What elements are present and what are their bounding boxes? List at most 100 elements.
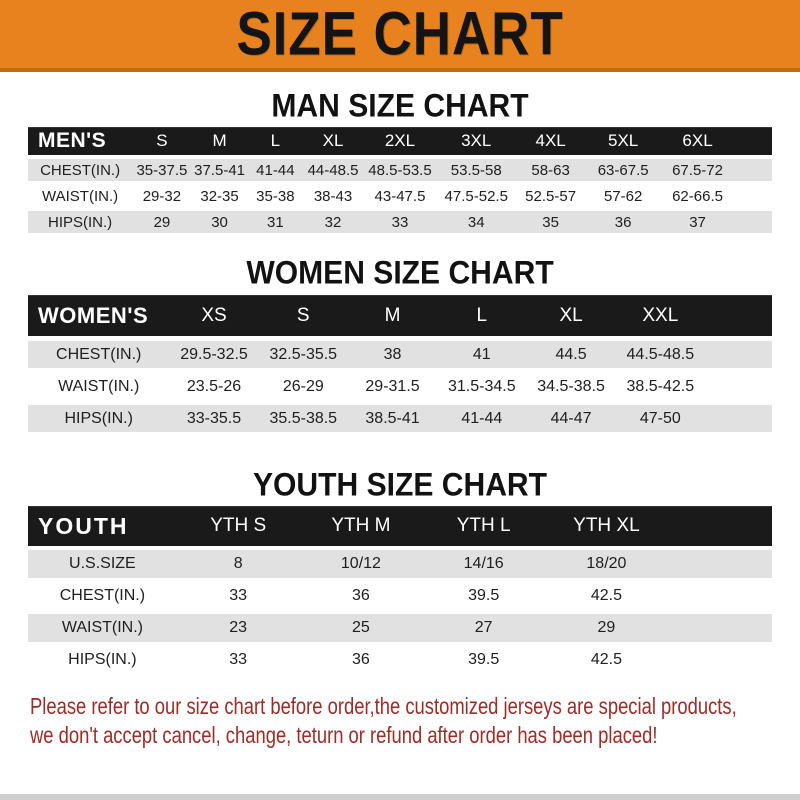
women-group-label: WOMEN'S: [28, 295, 170, 336]
women-section: WOMEN SIZE CHART WOMEN'S XS S M L XL XXL CHEST(…: [0, 254, 800, 437]
youth-value-cell: 14/16: [422, 550, 546, 578]
women-size-header: M: [347, 295, 438, 336]
men-row-spacer: [734, 211, 772, 233]
men-size-header: S: [132, 127, 192, 155]
men-row-label: CHEST(IN.): [28, 159, 133, 181]
banner-title: SIZE CHART: [236, 0, 564, 69]
women-row-label: HIPS(IN.): [28, 405, 170, 432]
youth-header-row: YOUTH YTH S YTH M YTH L YTH XL: [28, 506, 772, 546]
men-value-cell: 53.5-58: [437, 159, 516, 181]
youth-group-label: YOUTH: [28, 506, 177, 546]
youth-value-cell: 42.5: [545, 646, 668, 674]
women-size-header: XL: [526, 295, 616, 336]
youth-value-cell: 10/12: [299, 550, 423, 578]
women-value-cell: 44.5-48.5: [615, 341, 705, 368]
youth-row-3: HIPS(IN.) 33 36 39.5 42.5: [28, 646, 772, 674]
men-size-header: 2XL: [362, 127, 438, 155]
youth-row-label: U.S.SIZE: [28, 550, 177, 578]
men-value-cell: 29: [132, 211, 192, 233]
women-value-cell: 23.5-26: [169, 373, 259, 400]
youth-value-cell: 39.5: [422, 646, 546, 674]
men-value-cell: 30: [191, 211, 248, 233]
men-section-title: MAN SIZE CHART: [271, 87, 529, 124]
men-value-cell: 35: [515, 211, 586, 233]
men-value-cell: 63-67.5: [585, 159, 661, 181]
youth-row-label: HIPS(IN.): [28, 646, 177, 674]
youth-value-cell: 18/20: [545, 550, 668, 578]
men-group-label: MEN'S: [28, 127, 133, 155]
women-value-cell: 44.5: [526, 341, 616, 368]
men-header-row: MEN'S S M L XL 2XL 3XL 4XL 5XL 6XL: [28, 127, 772, 155]
men-row-spacer: [734, 185, 772, 207]
women-row-label: CHEST(IN.): [28, 341, 170, 368]
women-value-cell: 31.5-34.5: [437, 373, 527, 400]
women-value-cell: 29.5-32.5: [169, 341, 259, 368]
disclaimer-line-2: we don't accept cancel, change, teturn o…: [30, 722, 658, 748]
youth-size-header: YTH M: [299, 506, 423, 546]
men-value-cell: 41-44: [247, 159, 304, 181]
women-size-header: L: [437, 295, 527, 336]
youth-value-cell: 36: [299, 646, 423, 674]
bottom-edge-strip: [0, 794, 800, 800]
women-row-label: WAIST(IN.): [28, 373, 170, 400]
women-section-title: WOMEN SIZE CHART: [246, 254, 554, 291]
women-size-header: XXL: [615, 295, 705, 336]
men-value-cell: 35-37.5: [132, 159, 192, 181]
youth-section-title: YOUTH SIZE CHART: [252, 466, 548, 503]
women-row-1: WAIST(IN.) 23.5-26 26-29 29-31.5 31.5-34.5 34…: [28, 373, 772, 400]
women-size-table: WOMEN'S XS S M L XL XXL CHEST(IN.) 29.5-32.5 32.5…: [28, 290, 772, 437]
men-value-cell: 32-35: [191, 185, 248, 207]
men-value-cell: 31: [247, 211, 304, 233]
men-value-cell: 43-47.5: [362, 185, 438, 207]
men-value-cell: 44-48.5: [303, 159, 363, 181]
men-size-header: 6XL: [660, 127, 735, 155]
men-value-cell: 36: [585, 211, 661, 233]
men-value-cell: 38-43: [303, 185, 363, 207]
women-row-0: CHEST(IN.) 29.5-32.5 32.5-35.5 38 41 44.5 44.5…: [28, 341, 772, 368]
youth-row-2: WAIST(IN.) 23 25 27 29: [28, 614, 772, 642]
size-chart-banner: SIZE CHART: [0, 0, 800, 72]
women-value-cell: 44-47: [526, 405, 616, 432]
youth-header-spacer: [667, 506, 772, 546]
disclaimer-line-1: Please refer to our size chart before or…: [30, 693, 737, 719]
men-value-cell: 34: [437, 211, 516, 233]
men-value-cell: 57-62: [585, 185, 661, 207]
disclaimer: Please refer to our size chart before or…: [30, 692, 800, 750]
youth-row-spacer: [667, 646, 772, 674]
youth-value-cell: 33: [176, 582, 300, 610]
men-row-label: WAIST(IN.): [28, 185, 133, 207]
women-value-cell: 41-44: [437, 405, 527, 432]
women-size-header: S: [258, 295, 348, 336]
men-value-cell: 37: [660, 211, 735, 233]
women-value-cell: 38: [347, 341, 438, 368]
women-header-row: WOMEN'S XS S M L XL XXL: [28, 295, 772, 336]
men-value-cell: 47.5-52.5: [437, 185, 516, 207]
men-value-cell: 58-63: [515, 159, 586, 181]
youth-value-cell: 29: [545, 614, 668, 642]
men-row-label: HIPS(IN.): [28, 211, 133, 233]
women-row-2: HIPS(IN.) 33-35.5 35.5-38.5 38.5-41 41-44 44-…: [28, 405, 772, 432]
women-value-cell: 32.5-35.5: [258, 341, 348, 368]
youth-value-cell: 39.5: [422, 582, 546, 610]
men-value-cell: 33: [362, 211, 438, 233]
youth-row-1: CHEST(IN.) 33 36 39.5 42.5: [28, 582, 772, 610]
men-value-cell: 29-32: [132, 185, 192, 207]
women-size-header: XS: [169, 295, 259, 336]
men-size-header: 5XL: [585, 127, 661, 155]
youth-size-table: YOUTH YTH S YTH M YTH L YTH XL U.S.SIZE 8 10/12…: [28, 502, 772, 678]
youth-size-header: YTH XL: [545, 506, 668, 546]
youth-size-header: YTH L: [422, 506, 546, 546]
men-section: MAN SIZE CHART MEN'S S M L XL 2XL 3XL 4XL 5XL 6XL…: [0, 87, 800, 237]
youth-value-cell: 23: [176, 614, 300, 642]
youth-row-spacer: [667, 614, 772, 642]
women-value-cell: 35.5-38.5: [258, 405, 348, 432]
youth-value-cell: 25: [299, 614, 423, 642]
women-value-cell: 41: [437, 341, 527, 368]
youth-section: YOUTH SIZE CHART YOUTH YTH S YTH M YTH L YTH…: [0, 466, 800, 678]
youth-row-0: U.S.SIZE 8 10/12 14/16 18/20: [28, 550, 772, 578]
men-size-header: 4XL: [515, 127, 586, 155]
men-value-cell: 37.5-41: [191, 159, 248, 181]
youth-value-cell: 42.5: [545, 582, 668, 610]
men-value-cell: 48.5-53.5: [362, 159, 438, 181]
women-row-spacer: [704, 341, 772, 368]
